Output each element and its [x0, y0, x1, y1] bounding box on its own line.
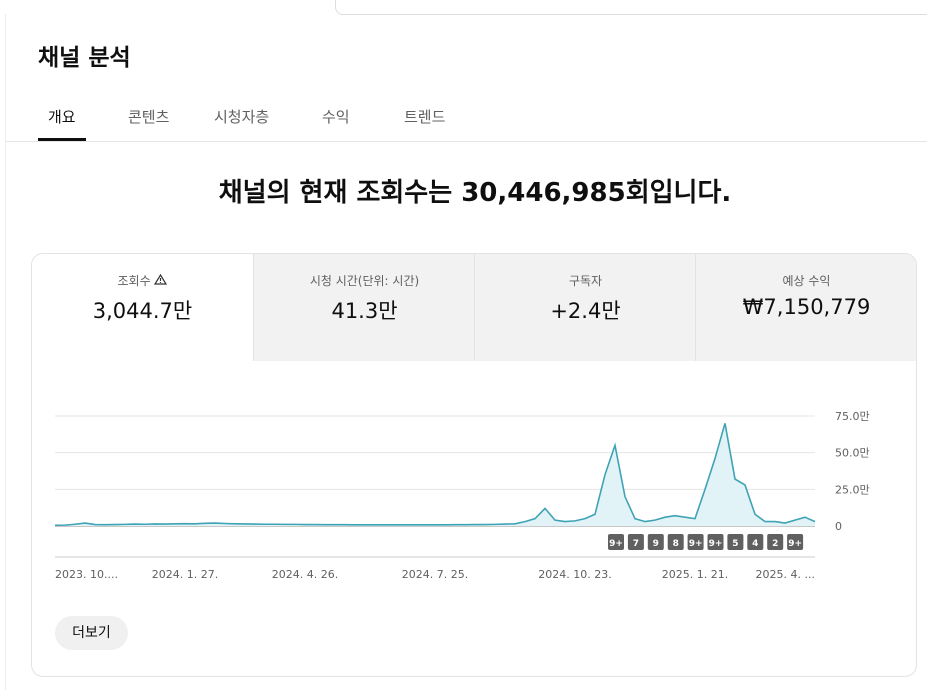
headline-suffix: 회입니다. — [625, 178, 732, 208]
upload-marker[interactable] — [707, 534, 724, 550]
upload-marker-label: 4 — [752, 539, 758, 549]
tab[interactable]: 트렌드 — [404, 108, 446, 126]
x-tick-label: 2024. 4. 26. — [272, 568, 338, 581]
upload-marker-label: 2 — [772, 539, 778, 549]
metric-tab[interactable]: 예상 수익 ₩7,150,779 — [695, 254, 916, 361]
upload-marker-label: 9+ — [788, 539, 802, 549]
upload-marker[interactable] — [667, 534, 684, 550]
y-tick-label: 75.0만 — [835, 410, 870, 423]
tab[interactable]: 시청자층 — [214, 108, 270, 126]
headline-prefix: 채널의 현재 조회수는 — [218, 178, 453, 208]
upload-marker[interactable] — [787, 534, 804, 550]
x-tick-label: 2025. 1. 21. — [662, 568, 728, 581]
metric-label: 구독자 — [568, 274, 603, 288]
more-button[interactable]: 더보기 — [55, 616, 128, 650]
tab-indicator — [38, 138, 86, 141]
page-title: 채널 분석 — [38, 45, 131, 71]
upload-marker[interactable] — [747, 534, 764, 550]
upload-marker-label: 5 — [732, 539, 738, 549]
headline: 채널의 현재 조회수는 30,446,985회입니다. — [0, 172, 927, 209]
x-tick-label: 2024. 7. 25. — [402, 568, 468, 581]
upload-marker-label: 9+ — [609, 539, 623, 549]
metric-tab[interactable]: 구독자 +2.4만 — [474, 254, 696, 361]
y-tick-label: 0 — [835, 520, 842, 533]
search-bar[interactable] — [335, 0, 927, 15]
x-tick-label: 2023. 10.... — [55, 568, 118, 581]
metric-tab[interactable]: 조회수 3,044.7만 — [32, 254, 253, 361]
upload-marker[interactable] — [727, 534, 744, 550]
metric-value: 3,044.7만 — [92, 299, 193, 323]
tab[interactable]: 개요 — [48, 108, 76, 126]
y-tick-label: 50.0만 — [835, 447, 870, 460]
x-tick-label: 2025. 4. ... — [756, 568, 815, 581]
upload-marker-label: 9 — [653, 539, 659, 549]
metric-value: +2.4만 — [550, 299, 621, 323]
upload-marker[interactable] — [687, 534, 704, 550]
line — [54, 423, 816, 527]
x-tick-label: 2024. 1. 27. — [152, 568, 218, 581]
area-fill — [55, 423, 815, 526]
metric-label: 예상 수익 — [782, 274, 831, 288]
tab[interactable]: 수익 — [322, 108, 350, 126]
upload-marker-label: 9+ — [689, 539, 703, 549]
metric-value: 41.3만 — [331, 299, 398, 323]
upload-marker-label: 8 — [673, 539, 679, 549]
tab-divider — [6, 141, 927, 142]
upload-marker[interactable] — [627, 534, 644, 550]
upload-marker[interactable] — [767, 534, 784, 550]
upload-marker-label: 7 — [633, 539, 639, 549]
metric-tab[interactable]: 시청 시간(단위: 시간) 41.3만 — [253, 254, 475, 361]
tab[interactable]: 콘텐츠 — [128, 108, 170, 126]
upload-marker[interactable] — [647, 534, 664, 550]
metric-value: ₩7,150,779 — [742, 295, 871, 319]
headline-count: 30,446,985 — [461, 178, 626, 208]
y-tick-label: 25.0만 — [835, 483, 870, 496]
overview-card: 조회수 3,044.7만 시청 시간(단위: 시간) 41.3만 구독자 +2.4만… — [31, 253, 917, 677]
metric-label: 조회수 — [117, 274, 151, 288]
upload-marker[interactable] — [608, 534, 624, 550]
chart: 0 25.0만 50.0만 75.0만 2023. 10.... 2024. 1. 27.… — [54, 410, 870, 581]
side-divider — [5, 14, 6, 690]
warning-icon — [154, 273, 168, 285]
x-tick-label: 2024. 10. 23. — [538, 568, 611, 581]
metric-label: 시청 시간(단위: 시간) — [309, 274, 420, 288]
upload-marker-label: 9+ — [709, 539, 723, 549]
metric-label-row: 조회수 — [32, 272, 253, 289]
